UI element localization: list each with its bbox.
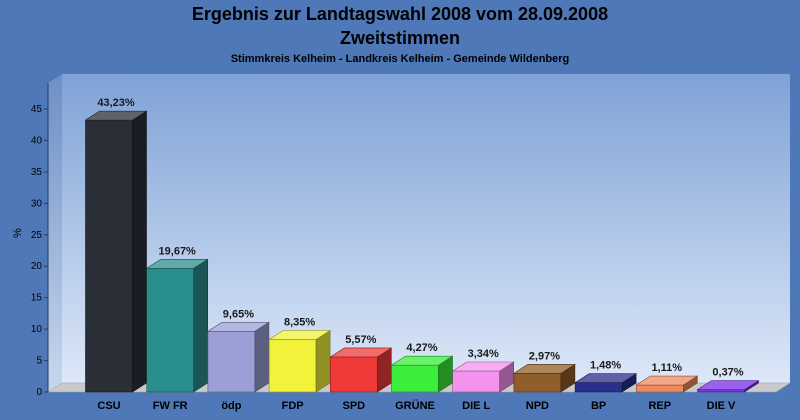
bar-top	[635, 375, 699, 386]
bar-grüne	[390, 355, 454, 393]
bar-front	[513, 373, 562, 393]
bar-front	[268, 339, 317, 393]
bar-front	[85, 119, 133, 393]
bar-fdp	[268, 329, 332, 393]
bar-top	[84, 110, 148, 121]
category-label: NPD	[526, 400, 549, 412]
value-label: 2,97%	[529, 350, 560, 362]
value-label: 9,65%	[223, 308, 254, 320]
x-axis-labels: CSU FW FR ödp FDP SPD GRÜNE DIE L NPD BP REP DIE V	[97, 399, 736, 412]
bar-side	[254, 321, 270, 393]
bar-npd	[512, 363, 576, 393]
category-label: GRÜNE	[395, 399, 435, 412]
category-label: REP	[648, 400, 671, 412]
value-label: 1,48%	[590, 360, 621, 372]
category-label: FW FR	[153, 400, 188, 412]
bar-front	[146, 267, 194, 393]
chart-subtitle: Stimmkreis Kelheim - Landkreis Kelheim -…	[230, 53, 570, 65]
bar-top	[390, 355, 454, 366]
bar-fw-fr	[145, 258, 209, 393]
bar-front	[697, 389, 745, 393]
y-tick-label: 45	[31, 104, 43, 115]
bar-front	[635, 384, 684, 393]
bar-top	[206, 322, 270, 332]
bar-front	[391, 364, 439, 393]
bar-rep	[635, 375, 699, 393]
y-tick-label: 35	[31, 167, 43, 178]
y-tick-label: 20	[31, 261, 43, 272]
value-label: 4,27%	[406, 342, 437, 354]
value-label: 43,23%	[97, 97, 135, 109]
bar-bp	[574, 373, 638, 393]
bar-top	[512, 364, 576, 374]
y-tick-label: 0	[36, 387, 42, 398]
bars	[84, 110, 760, 393]
bar-side	[315, 329, 331, 393]
value-label: 1,11%	[652, 362, 683, 374]
category-label: DIE V	[707, 400, 736, 412]
bar-front	[207, 331, 256, 393]
value-label: 0,37%	[712, 367, 743, 379]
bar-die-v	[696, 380, 760, 393]
value-label: 5,57%	[345, 334, 376, 346]
y-tick-label: 15	[31, 293, 43, 304]
plot-side-wall	[48, 74, 62, 392]
value-labels: 43,23% 19,67% 9,65% 8,35% 5,57% 4,27% 3,34% 2,9…	[97, 97, 743, 379]
y-axis-title: %	[12, 228, 24, 238]
bar-top	[574, 373, 638, 383]
value-label: 3,34%	[468, 348, 499, 360]
bar-front	[329, 356, 378, 393]
bar-side	[193, 258, 208, 393]
y-tick-label: 30	[31, 198, 43, 209]
y-tick-label: 10	[31, 324, 43, 335]
bar-die-l	[451, 361, 515, 393]
category-label: BP	[591, 400, 606, 412]
category-label: CSU	[97, 400, 120, 412]
y-tick-label: 5	[36, 356, 42, 367]
chart-title-line2: Zweitstimmen	[339, 28, 461, 48]
y-axis: 0 5 10 15 20 25 30 35 40 45	[31, 83, 49, 398]
bar-top	[145, 258, 209, 269]
category-label: DIE L	[462, 400, 490, 412]
category-label: FDP	[282, 400, 304, 412]
chart-title: Ergebnis zur Landtagswahl 2008 vom 28.09…	[191, 4, 609, 24]
category-label: ödp	[221, 400, 241, 412]
category-label: SPD	[342, 400, 365, 412]
bar-side	[132, 110, 147, 393]
bar-top	[451, 361, 515, 372]
bar-ödp	[206, 321, 270, 393]
bar-front	[452, 370, 501, 393]
bar-top	[329, 347, 393, 358]
value-label: 19,67%	[159, 245, 197, 257]
bar-spd	[329, 347, 393, 393]
y-tick-label: 25	[31, 230, 43, 241]
value-label: 8,35%	[284, 316, 315, 328]
bar-top	[268, 330, 332, 340]
bar-top	[696, 380, 760, 390]
bar-front	[574, 382, 623, 393]
bar-csu	[84, 110, 148, 393]
y-tick-label: 40	[31, 135, 43, 146]
